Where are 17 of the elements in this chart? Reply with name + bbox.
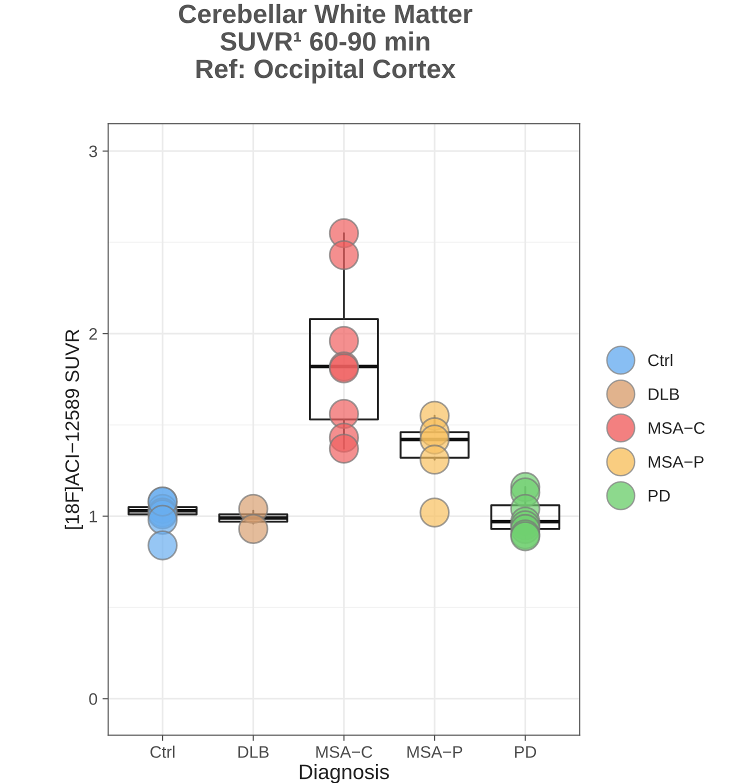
legend-label: MSA−P (648, 456, 704, 468)
x-tick-label: MSA−C (316, 746, 372, 758)
x-tick-label: Ctrl (150, 746, 174, 758)
legend-label: DLB (648, 388, 679, 400)
legend-label: Ctrl (648, 354, 672, 366)
y-tick-label: 0 (89, 693, 98, 705)
y-tick-label: 2 (89, 328, 97, 340)
x-tick-label: DLB (238, 746, 269, 758)
chart-title: Cerebellar White Matter SUVR¹ 60-90 min Ref: Occipital Cortex (179, 4, 472, 84)
x-axis-title: Diagnosis (300, 764, 389, 783)
y-tick-label: 1 (90, 510, 97, 522)
y-axis-title: [18F]ACI−12589 SUVR (64, 330, 83, 529)
legend-label: PD (648, 490, 670, 502)
y-tick-label: 3 (89, 145, 98, 158)
x-tick-label: PD (515, 746, 536, 758)
legend-label: MSA−C (648, 422, 705, 434)
x-tick-label: MSA−P (407, 746, 462, 758)
